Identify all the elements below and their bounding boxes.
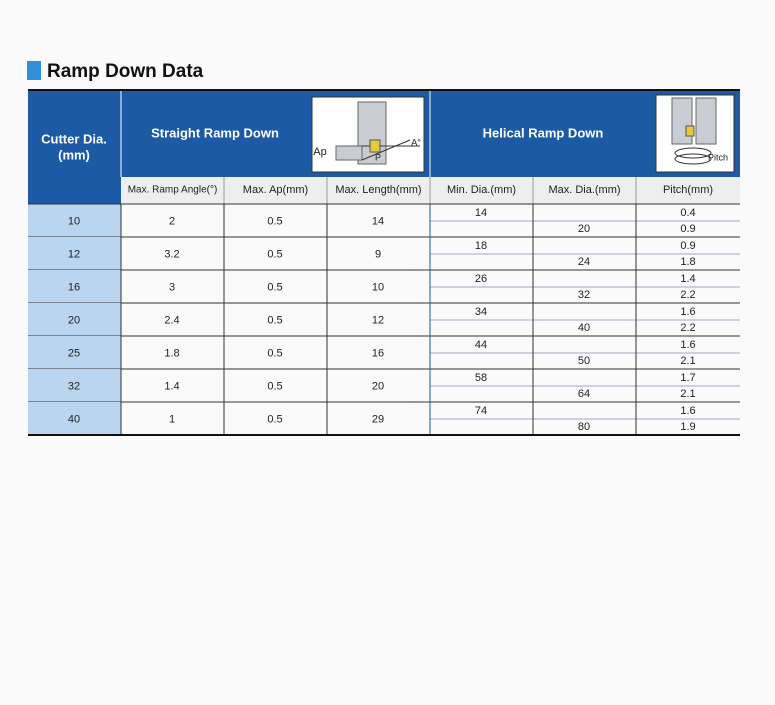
diagram-label: A°: [411, 137, 421, 147]
max-dia: 50: [578, 355, 590, 367]
ramp-angle: 2: [169, 215, 175, 227]
diagram-label: Ap: [313, 146, 326, 158]
ramp-angle: 1: [169, 413, 175, 425]
header-band: [28, 177, 121, 204]
column-header: Max. Dia.(mm): [548, 184, 620, 196]
diagram-label: Pitch: [708, 152, 728, 162]
pitch: 1.6: [680, 405, 695, 417]
ramp-angle: 1.8: [164, 347, 179, 359]
min-dia: 44: [475, 339, 487, 351]
pitch: 0.9: [680, 223, 695, 235]
min-dia: 18: [475, 240, 487, 252]
cutter-dia: 10: [68, 215, 80, 227]
title-marker: [27, 61, 41, 80]
cutter-dia: 16: [68, 281, 80, 293]
cutter-dia: 25: [68, 347, 80, 359]
max-dia: 80: [578, 421, 590, 433]
min-dia: 26: [475, 273, 487, 285]
cutter-cell: [28, 303, 121, 336]
min-dia: 14: [475, 207, 487, 219]
header-cutter: Cutter Dia.: [41, 131, 107, 146]
pitch: 2.1: [680, 355, 695, 367]
max-ap: 0.5: [267, 281, 282, 293]
max-dia: 32: [578, 289, 590, 301]
title: Ramp Down Data: [47, 61, 204, 82]
ramp-angle: 3: [169, 281, 175, 293]
header-cutter: (mm): [58, 147, 90, 162]
cutter-cell: [28, 237, 121, 270]
ramp-angle: 3.2: [164, 248, 179, 260]
pitch: 1.6: [680, 306, 695, 318]
max-ap: 0.5: [267, 380, 282, 392]
ramp-angle: 2.4: [164, 314, 179, 326]
pitch: 1.9: [680, 421, 695, 433]
min-dia: 74: [475, 405, 487, 417]
header-dividers: [120, 90, 431, 177]
cutter-dia: 20: [68, 314, 80, 326]
cutter-cell: [28, 336, 121, 369]
max-dia: 20: [578, 223, 590, 235]
cutter-cell: [28, 204, 121, 237]
column-header: Max. Ramp Angle(°): [128, 185, 218, 196]
pitch: 1.4: [680, 273, 695, 285]
cutter-cell: [28, 270, 121, 303]
max-dia: 40: [578, 322, 590, 334]
helical-diagram: Pitch: [655, 94, 735, 173]
column-header: Max. Length(mm): [335, 184, 421, 196]
pitch: 1.7: [680, 372, 695, 384]
cutter-cell: [28, 402, 121, 435]
column-header: Pitch(mm): [663, 184, 713, 196]
pitch: 2.2: [680, 289, 695, 301]
pitch: 0.9: [680, 240, 695, 252]
cutter-dia: 40: [68, 413, 80, 425]
max-ap: 0.5: [267, 215, 282, 227]
max-length: 10: [372, 281, 384, 293]
pitch: 1.8: [680, 256, 695, 268]
min-dia: 58: [475, 372, 487, 384]
max-dia: 64: [578, 388, 590, 400]
cutter-cell: [28, 369, 121, 402]
pitch: 0.4: [680, 207, 695, 219]
column-header: Max. Ap(mm): [243, 184, 308, 196]
min-dia: 34: [475, 306, 487, 318]
max-length: 12: [372, 314, 384, 326]
pitch: 1.6: [680, 339, 695, 351]
diagram-label: P: [375, 152, 381, 162]
ramp-angle: 1.4: [164, 380, 179, 392]
header-helical: Helical Ramp Down: [483, 125, 604, 140]
max-length: 9: [375, 248, 381, 260]
header-straight: Straight Ramp Down: [151, 125, 279, 140]
max-length: 16: [372, 347, 384, 359]
max-length: 20: [372, 380, 384, 392]
cutter-dia: 12: [68, 248, 80, 260]
max-ap: 0.5: [267, 413, 282, 425]
column-header: Min. Dia.(mm): [447, 184, 516, 196]
max-length: 14: [372, 215, 384, 227]
max-length: 29: [372, 413, 384, 425]
max-dia: 24: [578, 256, 590, 268]
pitch: 2.2: [680, 322, 695, 334]
pitch: 2.1: [680, 388, 695, 400]
max-ap: 0.5: [267, 248, 282, 260]
straight-diagram: Ap A° P: [311, 96, 425, 173]
max-ap: 0.5: [267, 347, 282, 359]
max-ap: 0.5: [267, 314, 282, 326]
cutter-dia: 32: [68, 380, 80, 392]
